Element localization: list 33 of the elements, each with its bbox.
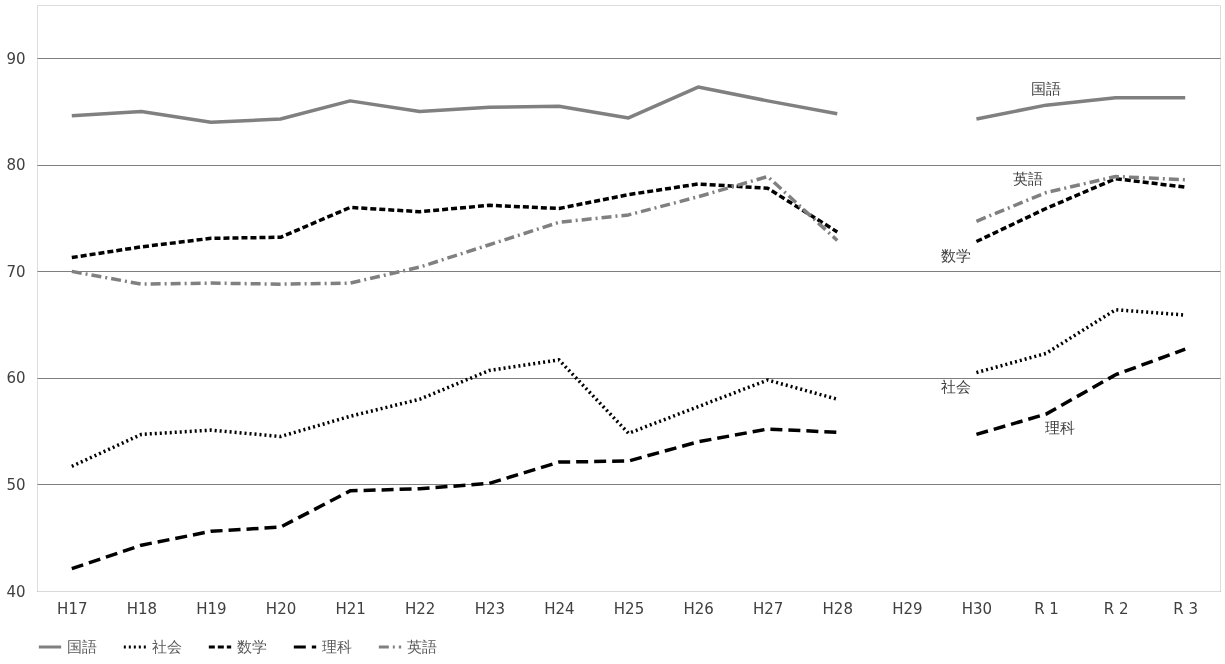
x-tick-label: H18 [126,599,158,618]
x-tick-label: H20 [265,599,297,618]
annotation: 国語 [1031,80,1062,99]
x-tick-label: H17 [57,599,88,618]
x-tick-label: H28 [822,599,853,618]
annotation: 理科 [1045,419,1076,438]
y-tick-label: 80 [6,156,26,175]
x-tick-label: R 1 [1034,599,1059,618]
y-tick-label: 70 [6,262,26,281]
x-tick-label: H25 [613,599,645,618]
y-tick-label: 60 [6,369,26,388]
annotation: 英語 [1013,169,1044,188]
x-tick-label: H27 [752,599,784,618]
annotation: 社会 [941,377,972,396]
x-tick-label: H19 [196,599,227,618]
y-tick-label: 50 [6,475,26,494]
y-tick-label: 40 [6,582,26,601]
legend-label: 理科 [322,638,352,656]
x-tick-label: H21 [335,599,366,618]
annotation: 数学 [941,246,972,265]
x-tick-label: H22 [405,599,436,618]
y-tick-label: 90 [6,49,26,68]
x-tick-label: H24 [544,599,575,618]
legend-label: 社会 [152,638,182,656]
x-tick-label: R 3 [1173,599,1199,618]
x-tick-label: H29 [892,599,923,618]
x-tick-label: H23 [474,599,506,618]
x-tick-label: H26 [683,599,714,618]
x-tick-label: R 2 [1103,599,1129,618]
legend-label: 数学 [237,638,267,656]
legend-label: 国語 [67,638,97,656]
legend-label: 英語 [407,638,437,656]
x-tick-label: H30 [961,599,993,618]
